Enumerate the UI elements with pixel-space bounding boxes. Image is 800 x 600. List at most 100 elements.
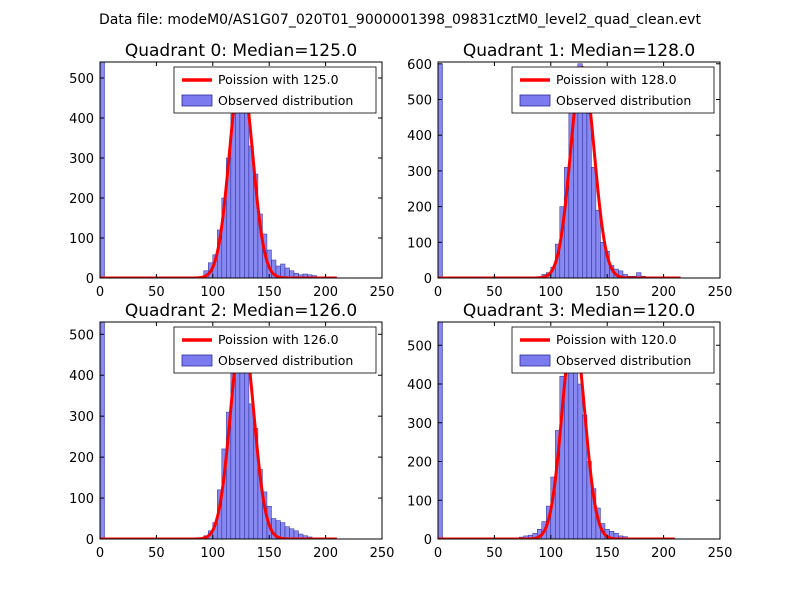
y-tick-label: 500 [69,72,94,87]
y-tick-label: 100 [407,494,432,509]
x-tick-label: 150 [595,285,620,300]
subplot-title: Quadrant 1: Median=128.0 [463,41,695,61]
x-tick-label: 250 [708,285,733,300]
histogram-bar [280,522,286,539]
legend-bar-swatch [519,354,551,367]
y-tick-label: 300 [407,165,432,180]
y-tick-label: 0 [424,272,432,287]
histogram-bar [586,113,592,278]
histogram-bar [280,263,286,278]
subplot-title: Quadrant 2: Median=126.0 [125,301,357,321]
x-tick-label: 100 [200,546,225,561]
y-tick-label: 400 [69,112,94,127]
histogram-bar [284,526,290,539]
y-tick-label: 0 [424,533,432,548]
x-tick-label: 0 [96,546,104,561]
axes-frame [99,321,383,540]
y-tick-label: 500 [407,93,432,108]
y-tick-label: 100 [69,492,94,507]
histogram-bar [244,109,250,278]
histogram-bar [438,322,443,539]
legend-label-observed: Observed distribution [556,353,691,368]
histogram-bar [100,62,105,278]
y-tick-label: 200 [69,451,94,466]
legend-bar-swatch [181,354,213,367]
poisson-fit-line [438,328,676,539]
subplot-quadrant-2: 0 50 100 150 200 250 0 100 200 300 400 500 Quadrant … [69,301,394,561]
x-tick-label: 150 [257,546,282,561]
x-tick-label: 0 [434,285,442,300]
poisson-fit-line [100,328,338,539]
legend-label-poisson: Poission with 125.0 [218,72,339,87]
x-tick-label: 100 [538,285,563,300]
legend-label-poisson: Poission with 126.0 [218,332,339,347]
y-tick-label: 200 [407,456,432,471]
axes-frame [437,321,721,540]
legend-label-poisson: Poission with 128.0 [556,72,677,87]
histogram-bar [248,403,254,539]
poisson-fit-line [100,70,338,278]
y-tick-label: 300 [69,410,94,425]
x-tick-label: 50 [486,546,503,561]
y-tick-label: 200 [69,192,94,207]
y-tick-label: 400 [69,369,94,384]
legend-label-observed: Observed distribution [556,93,691,108]
y-tick-label: 0 [86,272,94,287]
x-tick-label: 200 [651,285,676,300]
x-tick-label: 150 [257,285,282,300]
x-tick-label: 200 [313,546,338,561]
subplot-title: Quadrant 3: Median=120.0 [463,301,695,321]
subplot-quadrant-3: 0 50 100 150 200 250 0 100 200 300 400 500 Quadrant … [407,301,732,561]
histogram-bar [244,370,250,539]
y-tick-label: 100 [69,232,94,247]
y-tick-label: 200 [407,201,432,216]
legend-label-observed: Observed distribution [218,93,353,108]
y-tick-label: 100 [407,236,432,251]
x-tick-label: 250 [708,546,733,561]
subplot-grid: 0 50 100 150 200 2500100200300400500Quadrant … [69,41,732,561]
histogram-bar [573,348,579,539]
x-tick-label: 50 [148,546,165,561]
y-tick-label: 400 [407,129,432,144]
y-tick-label: 500 [407,339,432,354]
x-tick-label: 0 [96,285,104,300]
subplot-quadrant-0: 0 50 100 150 200 250 0 100 200 300 400 500 Quadrant … [69,41,394,300]
axes-frame [437,61,721,279]
x-tick-label: 200 [651,546,676,561]
x-tick-label: 200 [313,285,338,300]
y-tick-label: 0 [86,533,94,548]
poisson-fit-line [438,65,681,278]
x-tick-label: 100 [538,546,563,561]
legend-bar-swatch [181,94,213,107]
y-tick-label: 600 [407,58,432,73]
histogram-bar [100,322,105,539]
legend: Poission with 125.0 Observed distribution [173,66,377,114]
histogram-bar [595,209,601,278]
histogram-bars [100,322,331,539]
legend-bar-swatch [519,94,551,107]
x-tick-label: 250 [370,285,395,300]
y-tick-label: 300 [407,417,432,432]
legend: Poission with 120.0 Observed distribution [511,326,715,374]
x-tick-label: 150 [595,546,620,561]
subplot-quadrant-1: 0 50 100 150 200 250 0 100 200 300 400 500 600 Quadra… [407,41,732,300]
figure-suptitle: Data file: modeM0/AS1G07_020T01_90000013… [99,12,701,28]
y-tick-label: 500 [69,328,94,343]
x-tick-label: 50 [148,285,165,300]
y-tick-label: 400 [407,378,432,393]
axes-frame [99,61,383,279]
histogram-bar [577,383,583,539]
legend: Poission with 126.0 Observed distribution [173,326,377,374]
y-tick-label: 300 [69,152,94,167]
subplot-title: Quadrant 0: Median=125.0 [125,41,357,61]
x-tick-label: 250 [370,546,395,561]
x-tick-label: 100 [200,285,225,300]
legend-label-poisson: Poission with 120.0 [556,332,677,347]
histogram-bar [573,109,579,278]
legend: Poission with 128.0 Observed distribution [511,66,715,114]
x-tick-label: 50 [486,285,503,300]
histogram-bar [591,167,597,278]
x-tick-label: 0 [434,546,442,561]
legend-label-observed: Observed distribution [218,353,353,368]
